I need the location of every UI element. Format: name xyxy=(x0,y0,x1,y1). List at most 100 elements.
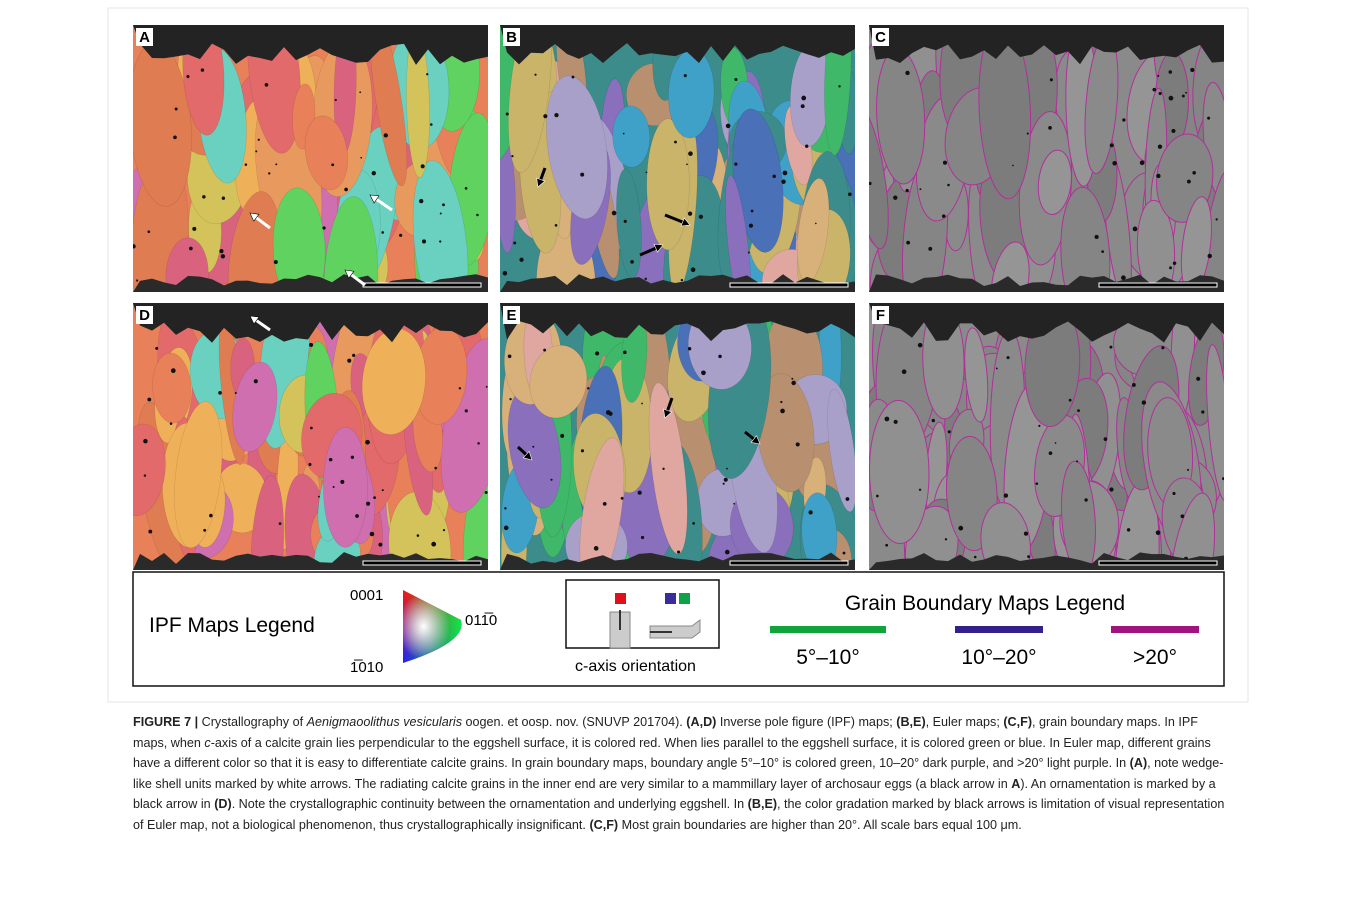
pore xyxy=(1109,487,1113,491)
pore xyxy=(902,369,907,374)
pore xyxy=(554,113,558,117)
panels: ABCDEF xyxy=(110,0,1243,660)
pore xyxy=(996,368,998,370)
c-axis-box xyxy=(566,580,719,648)
pore xyxy=(1055,442,1057,444)
pore xyxy=(603,502,607,506)
pore xyxy=(331,163,334,166)
pore xyxy=(783,171,788,176)
pore xyxy=(791,378,793,380)
pore xyxy=(439,240,441,242)
pore xyxy=(442,203,445,206)
pore xyxy=(1169,70,1173,74)
pore xyxy=(192,227,196,231)
pore xyxy=(434,467,437,470)
pore xyxy=(928,247,932,251)
pore xyxy=(201,68,204,71)
pore xyxy=(465,409,468,412)
pore xyxy=(919,188,921,190)
pore xyxy=(254,379,258,383)
caption-segment: . Note the crystallographic continuity b… xyxy=(232,797,748,811)
pore xyxy=(1132,383,1136,387)
pore xyxy=(1024,531,1028,535)
caption-segment: (C,F) xyxy=(1003,715,1032,729)
caption-segment: Inverse pole figure (IPF) maps; xyxy=(716,715,896,729)
caption-segment: (B,E) xyxy=(748,797,777,811)
caption-segment: Most grain boundaries are higher than 20… xyxy=(618,818,1022,832)
pore xyxy=(148,530,152,534)
pore xyxy=(1095,235,1099,239)
pore xyxy=(943,161,947,165)
pore xyxy=(662,468,664,470)
pore xyxy=(365,440,370,445)
pore xyxy=(218,391,222,395)
panel-label: D xyxy=(139,307,150,324)
pore xyxy=(275,163,277,165)
pore xyxy=(426,73,428,75)
caption: FIGURE 7 | Crystallography of Aenigmaool… xyxy=(133,712,1228,835)
pore xyxy=(513,241,516,244)
pore xyxy=(772,175,775,178)
pore xyxy=(726,468,728,470)
pore xyxy=(503,271,507,275)
pore xyxy=(221,254,225,258)
pore xyxy=(688,212,692,216)
pore xyxy=(170,422,173,425)
pore xyxy=(734,78,737,81)
pore xyxy=(258,139,260,141)
pore xyxy=(1171,129,1175,133)
red-square xyxy=(615,593,626,604)
pore xyxy=(1077,409,1080,412)
panel-label: A xyxy=(139,29,150,46)
pore xyxy=(352,354,355,357)
gb-item: 10°–20° xyxy=(961,646,1036,669)
pore xyxy=(692,522,695,525)
gb-line-green xyxy=(770,626,886,633)
pore xyxy=(932,419,935,422)
c-axis-label: c-axis orientation xyxy=(575,658,696,675)
pore xyxy=(373,496,376,499)
pore xyxy=(144,474,146,476)
pore xyxy=(843,552,846,555)
pore xyxy=(370,532,375,537)
legend: IPF Maps Legend 0001 011̅0 1̅010 c-axis … xyxy=(133,572,1224,686)
pore xyxy=(171,368,176,373)
gb-item: 5°–10° xyxy=(796,646,860,669)
pore xyxy=(725,550,730,555)
pore xyxy=(532,446,534,448)
pore xyxy=(355,514,359,518)
scale-bar xyxy=(730,283,848,287)
pore xyxy=(686,163,688,165)
pore xyxy=(378,543,382,547)
pore xyxy=(1161,346,1164,349)
pore xyxy=(868,182,871,185)
pore xyxy=(1169,96,1174,101)
panel-label: C xyxy=(875,29,886,46)
pore xyxy=(674,141,677,144)
pore xyxy=(1196,377,1200,381)
pore xyxy=(274,260,278,264)
pore xyxy=(265,83,269,87)
pore xyxy=(310,427,313,430)
pore xyxy=(621,497,624,500)
caption-segment: (D) xyxy=(214,797,231,811)
pore xyxy=(504,526,509,531)
pore xyxy=(1069,399,1072,402)
pore xyxy=(581,449,584,452)
pore xyxy=(815,223,817,225)
figure: ABCDEF IPF Maps Legend 0001 011̅0 1̅010 … xyxy=(0,0,1355,705)
pore xyxy=(203,529,206,532)
pore xyxy=(381,231,384,234)
pore xyxy=(1048,126,1052,130)
pore xyxy=(308,463,311,466)
pore xyxy=(801,96,806,101)
caption-segment: , Euler maps; xyxy=(926,715,1004,729)
pore xyxy=(279,522,282,525)
pore xyxy=(476,214,479,217)
pore xyxy=(508,354,512,358)
pore xyxy=(623,351,627,355)
caption-segment: (B,E) xyxy=(896,715,925,729)
pore xyxy=(801,104,805,108)
pore xyxy=(780,409,785,414)
pore xyxy=(724,478,728,482)
